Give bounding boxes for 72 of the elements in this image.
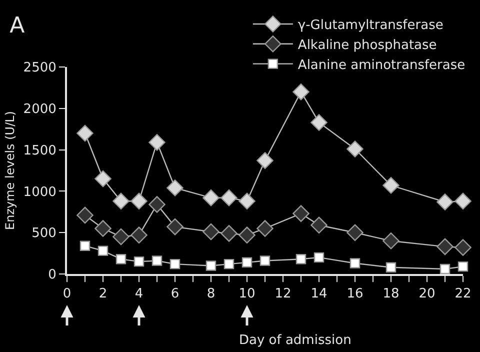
point (202, 223, 220, 240)
x-tick-label: 16 (346, 286, 364, 302)
y-tick-label: 2000 (23, 102, 56, 117)
point (152, 256, 162, 266)
y-tick-label: 1500 (23, 143, 56, 158)
x-tick-label: 22 (454, 286, 472, 302)
point (98, 246, 108, 256)
x-tick-label: 2 (98, 286, 108, 302)
point (440, 264, 450, 274)
point (454, 192, 472, 210)
point (112, 228, 130, 246)
point (170, 258, 180, 270)
legend-label: Alanine aminotransferase (298, 58, 466, 73)
point (76, 206, 94, 224)
point (292, 83, 310, 100)
point (436, 194, 454, 210)
x-tick-label: 12 (274, 286, 292, 302)
point (94, 170, 112, 188)
point (166, 218, 184, 236)
point (116, 254, 126, 264)
point (436, 238, 454, 256)
x-tick-label: 18 (382, 286, 400, 302)
point (314, 252, 324, 263)
point (220, 189, 238, 206)
x-tick-label: 8 (206, 286, 216, 302)
x-tick-label: 4 (134, 286, 144, 302)
point (310, 114, 328, 131)
point (454, 239, 472, 256)
point (346, 140, 364, 158)
point (382, 177, 400, 194)
legend-label: γ-Glutamyltransferase (298, 18, 444, 34)
chart-title: A (10, 13, 25, 38)
x-axis-title: Day of admission (239, 333, 352, 348)
y-tick-label: 0 (48, 268, 56, 283)
legend-label: Alkaline phosphatase (298, 38, 437, 53)
point (350, 258, 360, 268)
point (76, 124, 94, 142)
point (238, 226, 256, 244)
point (386, 262, 396, 272)
point (458, 261, 468, 272)
point (148, 196, 166, 213)
x-tick-label: 0 (62, 286, 72, 302)
x-tick-label: 10 (238, 286, 256, 302)
point (130, 192, 148, 210)
y-axis-title: Enzyme levels (U/L) (3, 111, 18, 230)
point (112, 192, 130, 210)
point (260, 256, 270, 266)
x-tick-label: 20 (418, 286, 436, 302)
point (242, 257, 252, 268)
x-tick-label: 6 (170, 286, 180, 302)
point (310, 216, 328, 234)
point (224, 258, 234, 270)
point (256, 152, 274, 169)
point (256, 220, 274, 237)
point (166, 179, 184, 196)
point (80, 240, 90, 251)
point (206, 260, 216, 271)
y-tick-label: 500 (32, 226, 56, 242)
point (94, 220, 112, 237)
point (292, 205, 310, 222)
point (220, 225, 238, 242)
point (134, 256, 144, 267)
y-tick-label: 2500 (23, 60, 56, 76)
point (382, 232, 400, 250)
point (130, 226, 148, 244)
x-tick-label: 14 (310, 286, 328, 302)
point (346, 224, 364, 241)
point (296, 254, 306, 264)
point (238, 192, 256, 210)
y-tick-label: 1000 (23, 184, 56, 200)
point (202, 189, 220, 206)
point (148, 134, 166, 151)
